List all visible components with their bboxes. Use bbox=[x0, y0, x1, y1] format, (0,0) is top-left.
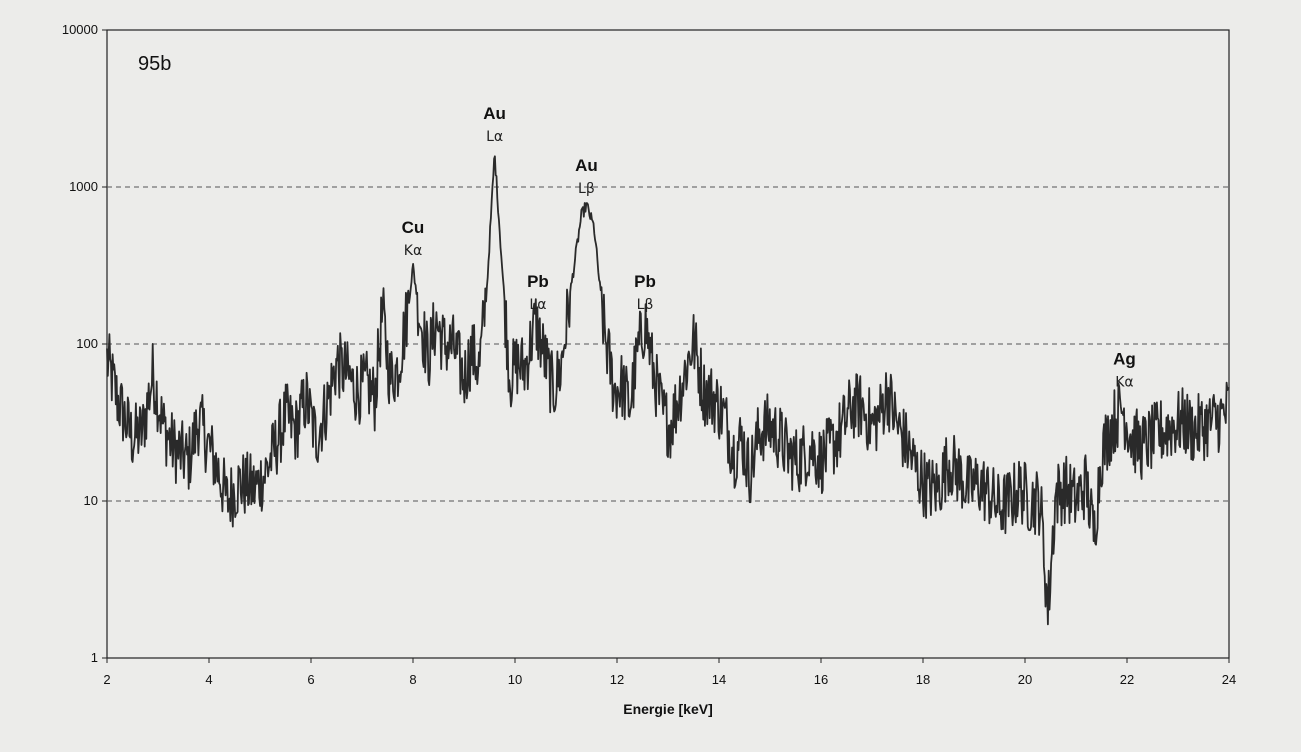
x-tick-label: 10 bbox=[508, 672, 522, 687]
x-axis: 2 4 6 8 10 12 14 16 18 20 22 24 bbox=[103, 658, 1236, 687]
peak-element: Au bbox=[483, 104, 506, 123]
panel-label: 95b bbox=[138, 53, 171, 75]
peak-annotations: Cu Kα Au Lα Pb Lα Au Lβ Pb Lβ Ag Kα bbox=[402, 104, 1136, 391]
y-tick-label: 1 bbox=[91, 650, 98, 665]
peak-label-au: Au Lβ bbox=[575, 156, 598, 197]
spectrum-series-line bbox=[106, 155, 1230, 626]
peak-element: Ag bbox=[1113, 349, 1136, 368]
peak-line: Lβ bbox=[637, 297, 654, 313]
y-tick-label: 10 bbox=[84, 493, 98, 508]
peak-label-ag: Ag Kα bbox=[1113, 349, 1136, 390]
x-axis-title: Energie [keV] bbox=[623, 701, 712, 717]
peak-element: Pb bbox=[527, 272, 549, 291]
peak-label-cu: Cu Kα bbox=[402, 218, 425, 259]
y-axis: 1 10 100 1000 10000 bbox=[62, 22, 107, 665]
x-tick-label: 20 bbox=[1018, 672, 1032, 687]
peak-line: Lα bbox=[529, 297, 546, 313]
x-tick-label: 16 bbox=[814, 672, 828, 687]
x-tick-label: 24 bbox=[1222, 672, 1236, 687]
y-tick-label: 1000 bbox=[69, 179, 98, 194]
peak-line: Lβ bbox=[578, 181, 595, 197]
peak-label-pb: Pb Lβ bbox=[634, 272, 656, 313]
peak-element: Au bbox=[575, 156, 598, 175]
x-tick-label: 8 bbox=[409, 672, 416, 687]
x-tick-label: 6 bbox=[307, 672, 314, 687]
y-tick-label: 10000 bbox=[62, 22, 98, 37]
peak-element: Cu bbox=[402, 218, 425, 237]
x-tick-label: 2 bbox=[103, 672, 110, 687]
x-tick-label: 12 bbox=[610, 672, 624, 687]
peak-line: Kα bbox=[404, 243, 422, 259]
x-tick-label: 4 bbox=[205, 672, 212, 687]
peak-line: Lα bbox=[486, 129, 503, 145]
peak-label-pb: Pb Lα bbox=[527, 272, 549, 313]
x-tick-label: 22 bbox=[1120, 672, 1134, 687]
peak-element: Pb bbox=[634, 272, 656, 291]
y-tick-label: 100 bbox=[76, 336, 98, 351]
peak-line: Kα bbox=[1115, 374, 1133, 390]
x-tick-label: 14 bbox=[712, 672, 726, 687]
peak-label-au: Au Lα bbox=[483, 104, 506, 145]
x-tick-label: 18 bbox=[916, 672, 930, 687]
gridlines bbox=[107, 186, 1229, 502]
